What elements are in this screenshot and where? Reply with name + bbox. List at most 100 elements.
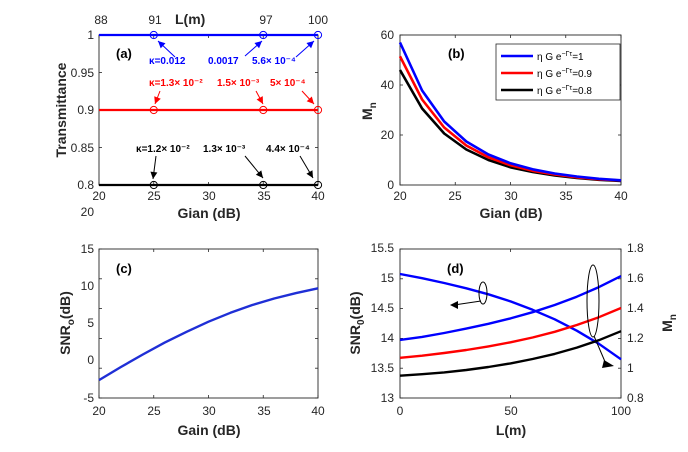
panel-b-legend-label-1: η G e−Γτ=1 — [537, 51, 584, 63]
panel-a-annotation-arrow-head — [256, 96, 263, 104]
panel-b-ytick-0: 0 — [387, 178, 394, 192]
panel-a-marker-black — [149, 180, 158, 190]
panel-d-right-arrow-head — [602, 360, 614, 368]
panel-d-plot-area — [399, 248, 622, 399]
panel-b-ylabel: Mn — [359, 102, 379, 120]
panel-a-ann-red-2: 1.5× 10⁻³ — [217, 78, 260, 89]
panel-d-left-arrow-shaft — [453, 300, 482, 306]
panel-a-ann-black-1: κ=1.2× 10⁻² — [136, 144, 190, 155]
panel-a-marker-red — [313, 105, 323, 115]
panel-d-right-arrow-shaft — [593, 335, 607, 365]
panel-d-ytick-right-1.2: 1.2 — [627, 331, 644, 345]
panel-d: (d) 0 50 100 13 13.5 14 14.5 15 15.5 0.8… — [347, 241, 679, 438]
panel-d-ytick-15: 15 — [381, 271, 395, 285]
panel-d-xtick-0: 0 — [397, 404, 404, 418]
panel-d-ytick-15.5: 15.5 — [371, 241, 395, 255]
panel-c-ytick-5: 5 — [87, 316, 94, 330]
panel-d-ytick-right-1.4: 1.4 — [627, 301, 644, 315]
panel-b-legend-label-3: η G e−Γτ=0.8 — [537, 85, 592, 97]
panel-c-plot-area — [98, 248, 319, 399]
panel-c-ylabel: SNRo(dB) — [57, 291, 77, 355]
panel-a-annotation-arrow-head — [158, 41, 166, 49]
panel-d-left-arrow-head — [450, 301, 458, 309]
panel-a-top-axis-label: L(m) — [175, 11, 205, 27]
panel-a-marker-red — [259, 105, 268, 115]
panel-a-xtick-20: 20 — [92, 189, 106, 203]
panel-d-ytick-14.5: 14.5 — [371, 301, 395, 315]
panel-c-series-line — [98, 287, 319, 382]
panel-b-xtick-40: 40 — [614, 189, 628, 203]
panel-d-xtick-50: 50 — [504, 404, 518, 418]
panel-b-ytick-20: 20 — [381, 128, 395, 142]
panel-a-ann-red-1: κ=1.3× 10⁻² — [149, 78, 203, 89]
panel-a-annotation-arrow-head — [255, 170, 263, 178]
panel-c-xtick-35: 35 — [257, 404, 271, 418]
panel-d-xlabel: L(m) — [496, 422, 526, 438]
panel-d-ytick-right-0.8: 0.8 — [627, 391, 644, 405]
panel-b-legend-label-2: η G e−Γτ=0.9 — [537, 68, 592, 80]
panel-a-marker-black — [313, 180, 323, 190]
panel-b-xtick-25: 25 — [448, 189, 462, 203]
panel-a-ann-red-3: 5× 10⁻⁴ — [270, 78, 306, 89]
panel-a-xtick-30: 30 — [202, 189, 216, 203]
panel-b-legend: η G e−Γτ=1 η G e−Γτ=0.9 η G e−Γτ=0.8 — [495, 43, 621, 101]
panel-a-annotation-arrow-head — [306, 41, 314, 49]
panel-d-ytick-right-1.6: 1.6 — [627, 271, 644, 285]
panel-c-label: (c) — [116, 261, 132, 276]
panel-c-xtick-25: 25 — [147, 404, 161, 418]
panel-a-ytick-1: 1 — [87, 28, 94, 42]
panel-d-ylabel: SNR0(dB) — [347, 291, 367, 354]
panel-d-xtick-100: 100 — [611, 404, 631, 418]
panel-a: (a) L(m) 88 91 97 100 20 25 30 35 40 0.8… — [53, 11, 328, 221]
panel-c-ytick-15: 15 — [81, 242, 95, 256]
panel-c-xlabel: Gain (dB) — [178, 422, 241, 438]
panel-d-series-line-4 — [399, 330, 622, 377]
panel-a-xtick-35: 35 — [257, 189, 271, 203]
panel-d-right-group-ellipse — [586, 264, 600, 338]
panel-d-left-group-ellipse — [478, 281, 488, 305]
panel-a-xtick-25: 25 — [147, 189, 161, 203]
panel-c-xtick-20: 20 — [92, 404, 106, 418]
panel-a-ann-blue-2: 0.0017 — [208, 56, 239, 67]
panel-a-label: (a) — [116, 46, 132, 61]
panel-d-ytick-13: 13 — [381, 391, 395, 405]
panel-b-xtick-20: 20 — [393, 189, 407, 203]
panel-a-top-tick-91: 91 — [148, 13, 162, 27]
panel-a-annotation-arrow-head — [306, 96, 314, 104]
panel-a-xlabel: Gian (dB) — [178, 205, 241, 221]
panel-a-ann-black-2: 1.3× 10⁻³ — [203, 144, 246, 155]
panel-b-xtick-30: 30 — [504, 189, 518, 203]
panel-b-xtick-35: 35 — [559, 189, 573, 203]
panel-d-ylabel-right: Mn — [659, 314, 679, 332]
panel-b-ytick-60: 60 — [381, 28, 395, 42]
panel-a-marker-black — [259, 180, 268, 190]
panel-c-ytick--5: -5 — [83, 391, 94, 405]
panel-a-top-tick-100: 100 — [308, 13, 328, 27]
panel-c-ytick-0: 0 — [87, 353, 94, 367]
panel-a-annotation-arrow-head — [154, 96, 161, 104]
panel-d-ytick-right-1.8: 1.8 — [627, 241, 644, 255]
panel-b-xlabel: Gian (dB) — [480, 205, 543, 221]
panel-c-ytick-20: 20 — [81, 205, 95, 219]
panel-b-series-line-1 — [398, 41, 622, 182]
panel-a-annotation-arrow-head — [254, 41, 262, 49]
panel-d-ytick-13.5: 13.5 — [371, 361, 395, 375]
panel-a-ylabel: Transmittance — [53, 62, 69, 157]
panel-a-xtick-40: 40 — [311, 189, 325, 203]
panel-c-ytick-10: 10 — [81, 279, 95, 293]
panel-a-top-tick-88: 88 — [94, 13, 108, 27]
panel-a-annotation-arrow-head — [150, 171, 158, 179]
panel-c: (c) 20 25 30 35 40 -5 0 5 10 15 20 Gain … — [57, 205, 325, 438]
panel-a-ytick-0.95: 0.95 — [71, 66, 95, 80]
panel-c-xtick-40: 40 — [311, 404, 325, 418]
panel-a-marker-red — [149, 105, 158, 115]
panel-b-plot-area — [398, 34, 622, 186]
panel-a-annotation-arrow-head — [306, 170, 313, 178]
panel-a-marker-blue — [313, 30, 323, 40]
panel-a-plot-area — [98, 30, 323, 190]
panel-d-ytick-right-1: 1 — [627, 361, 634, 375]
panel-a-marker-blue — [259, 30, 268, 40]
panel-a-ytick-0.9: 0.9 — [77, 103, 94, 117]
panel-b-ytick-40: 40 — [381, 78, 395, 92]
